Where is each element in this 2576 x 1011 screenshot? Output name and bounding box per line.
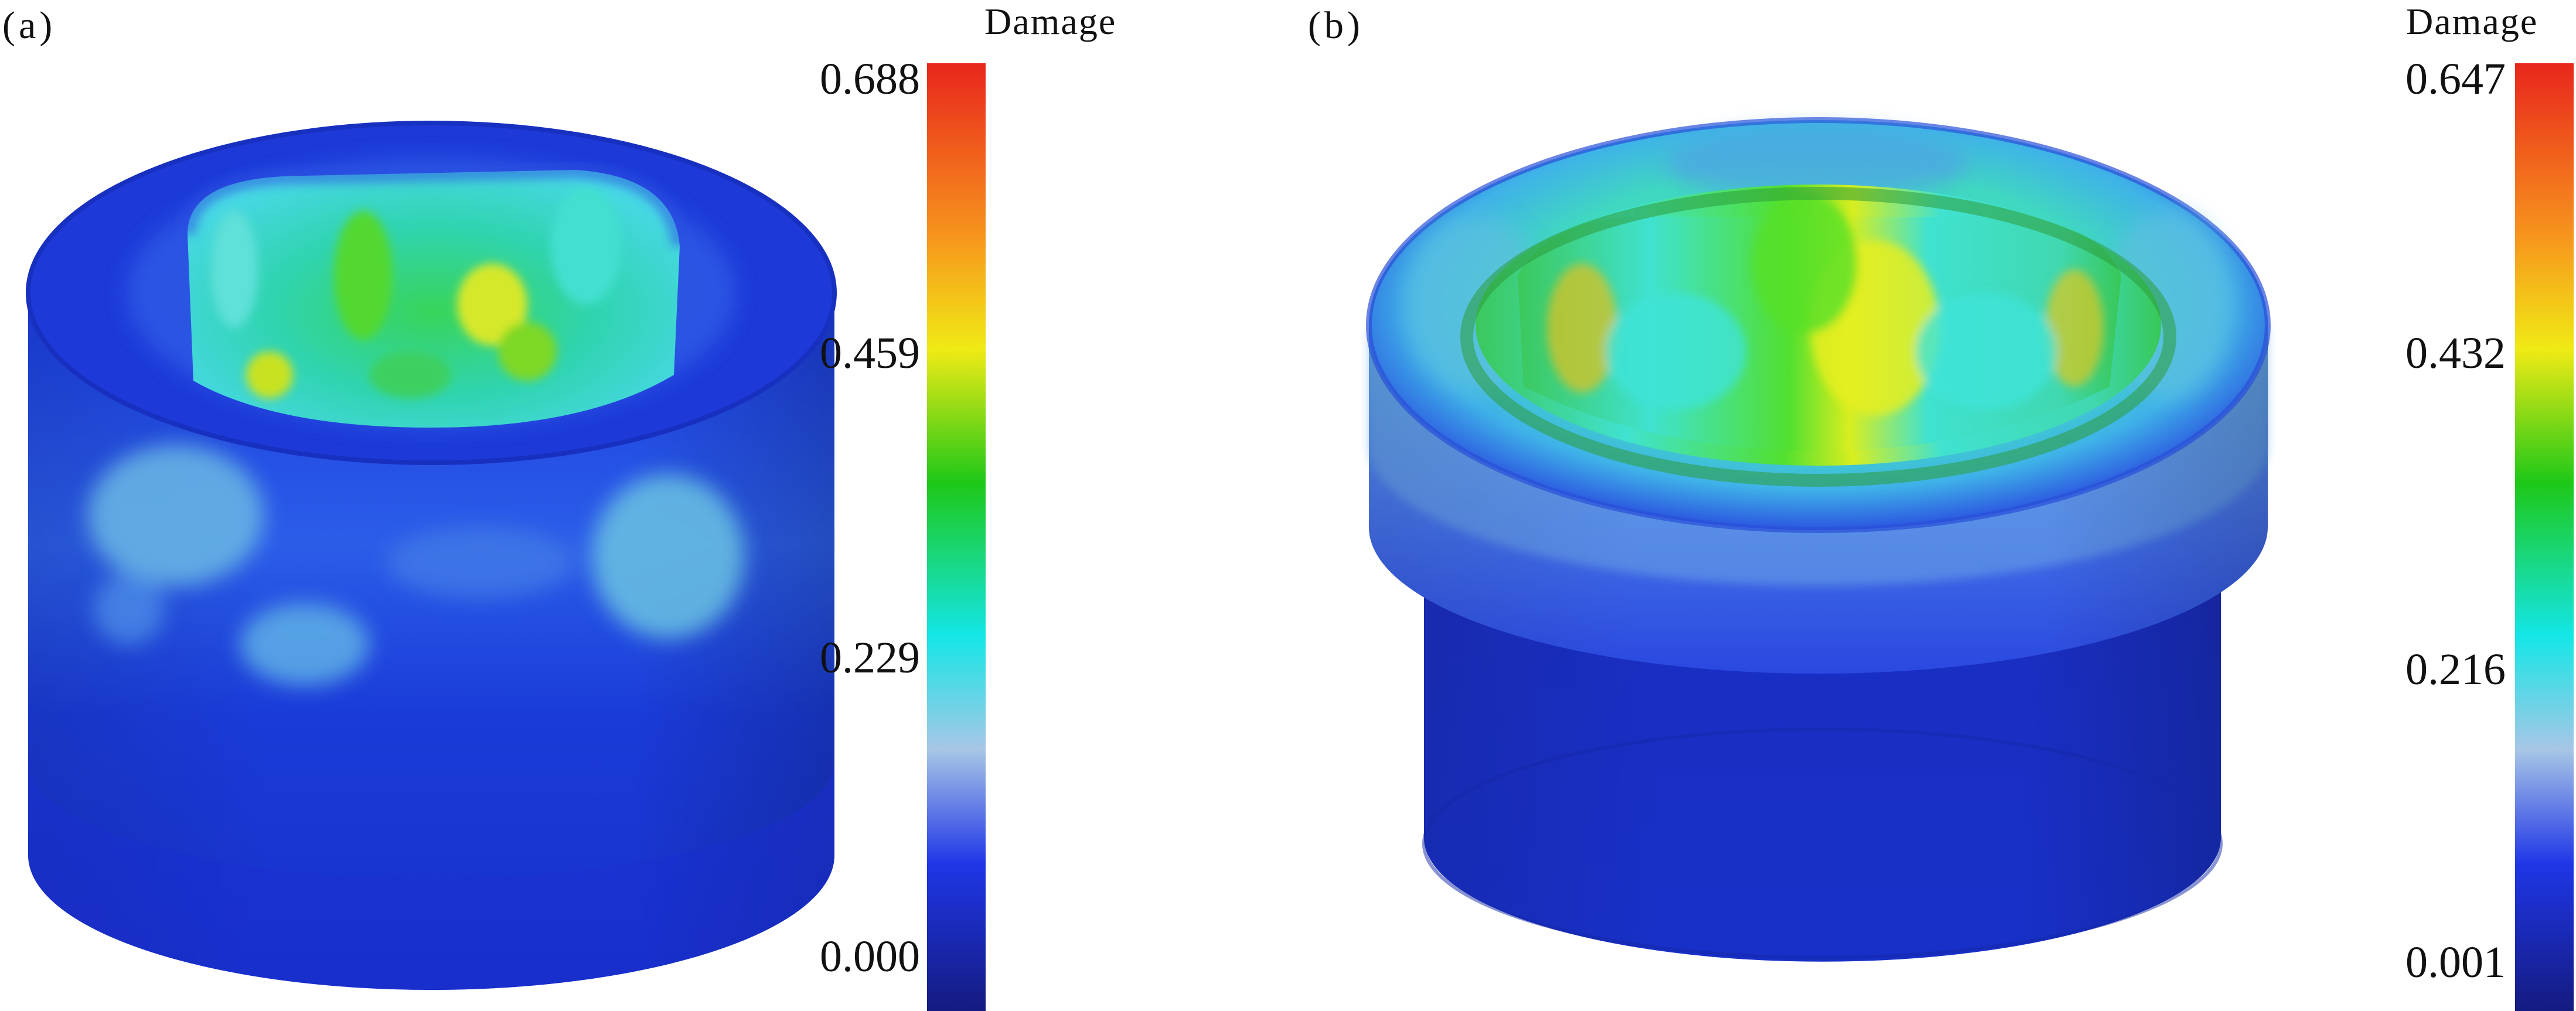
colorbar-a bbox=[927, 63, 986, 1011]
colorbar-b-tick-2: 0.432 bbox=[2405, 329, 2506, 378]
colorbar-a-tick-2: 0.459 bbox=[820, 329, 920, 378]
colorbar-b-tick-3: 0.216 bbox=[2405, 645, 2506, 694]
colorbar-a-tick-max: 0.688 bbox=[820, 54, 920, 104]
colorbar-a-tick-3: 0.229 bbox=[820, 633, 920, 682]
colorbar-a-title: Damage bbox=[984, 1, 1117, 42]
panel-b-label: (b) bbox=[1308, 4, 1364, 47]
part-b-render bbox=[1366, 117, 2271, 962]
colorbar-a-tick-min: 0.000 bbox=[820, 932, 920, 981]
colorbar-b bbox=[2515, 63, 2574, 1011]
panel-a-label: (a) bbox=[2, 4, 56, 47]
colorbar-b-title: Damage bbox=[2406, 1, 2538, 42]
part-a-render bbox=[26, 121, 837, 990]
colorbar-b-tick-max: 0.647 bbox=[2405, 54, 2506, 104]
colorbar-b-tick-min: 0.001 bbox=[2405, 938, 2506, 987]
